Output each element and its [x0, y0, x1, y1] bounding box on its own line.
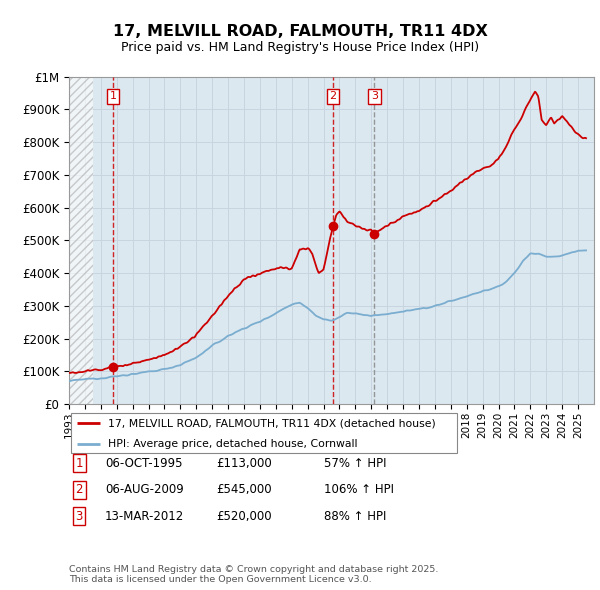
Text: 1: 1	[109, 91, 116, 101]
Text: Contains HM Land Registry data © Crown copyright and database right 2025.
This d: Contains HM Land Registry data © Crown c…	[69, 565, 439, 584]
Text: 88% ↑ HPI: 88% ↑ HPI	[324, 510, 386, 523]
Text: £113,000: £113,000	[216, 457, 272, 470]
Text: 17, MELVILL ROAD, FALMOUTH, TR11 4DX (detached house): 17, MELVILL ROAD, FALMOUTH, TR11 4DX (de…	[108, 418, 436, 428]
Text: 106% ↑ HPI: 106% ↑ HPI	[324, 483, 394, 496]
Text: 2: 2	[76, 483, 83, 496]
Bar	[69, 77, 93, 404]
Text: 17, MELVILL ROAD, FALMOUTH, TR11 4DX: 17, MELVILL ROAD, FALMOUTH, TR11 4DX	[113, 24, 487, 38]
Text: 2: 2	[329, 91, 337, 101]
Text: 57% ↑ HPI: 57% ↑ HPI	[324, 457, 386, 470]
Text: 06-AUG-2009: 06-AUG-2009	[105, 483, 184, 496]
Text: 3: 3	[371, 91, 378, 101]
FancyBboxPatch shape	[71, 414, 457, 453]
Text: £545,000: £545,000	[216, 483, 272, 496]
Text: Price paid vs. HM Land Registry's House Price Index (HPI): Price paid vs. HM Land Registry's House …	[121, 41, 479, 54]
Text: 06-OCT-1995: 06-OCT-1995	[105, 457, 182, 470]
Text: £520,000: £520,000	[216, 510, 272, 523]
Text: HPI: Average price, detached house, Cornwall: HPI: Average price, detached house, Corn…	[108, 438, 358, 448]
Text: 13-MAR-2012: 13-MAR-2012	[105, 510, 184, 523]
Text: 3: 3	[76, 510, 83, 523]
Text: 1: 1	[76, 457, 83, 470]
